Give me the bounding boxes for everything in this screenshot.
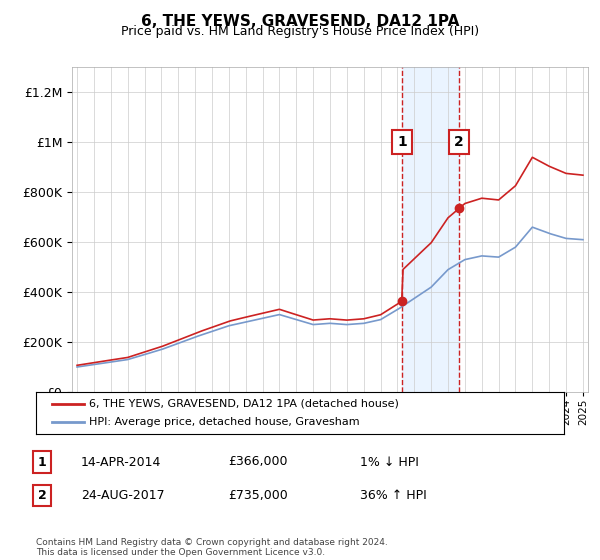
Text: 1: 1	[38, 455, 46, 469]
Text: 6, THE YEWS, GRAVESEND, DA12 1PA: 6, THE YEWS, GRAVESEND, DA12 1PA	[141, 14, 459, 29]
Text: Contains HM Land Registry data © Crown copyright and database right 2024.
This d: Contains HM Land Registry data © Crown c…	[36, 538, 388, 557]
Text: £366,000: £366,000	[228, 455, 287, 469]
Text: 2: 2	[454, 135, 464, 149]
Text: 2: 2	[38, 489, 46, 502]
Text: 6, THE YEWS, GRAVESEND, DA12 1PA (detached house): 6, THE YEWS, GRAVESEND, DA12 1PA (detach…	[89, 399, 398, 409]
Text: 24-AUG-2017: 24-AUG-2017	[81, 489, 164, 502]
Text: 1% ↓ HPI: 1% ↓ HPI	[360, 455, 419, 469]
Text: 36% ↑ HPI: 36% ↑ HPI	[360, 489, 427, 502]
Text: £735,000: £735,000	[228, 489, 288, 502]
Text: 1: 1	[397, 135, 407, 149]
Text: Price paid vs. HM Land Registry's House Price Index (HPI): Price paid vs. HM Land Registry's House …	[121, 25, 479, 38]
Text: 14-APR-2014: 14-APR-2014	[81, 455, 161, 469]
Bar	[402, 67, 459, 392]
Text: HPI: Average price, detached house, Gravesham: HPI: Average price, detached house, Grav…	[89, 417, 359, 427]
